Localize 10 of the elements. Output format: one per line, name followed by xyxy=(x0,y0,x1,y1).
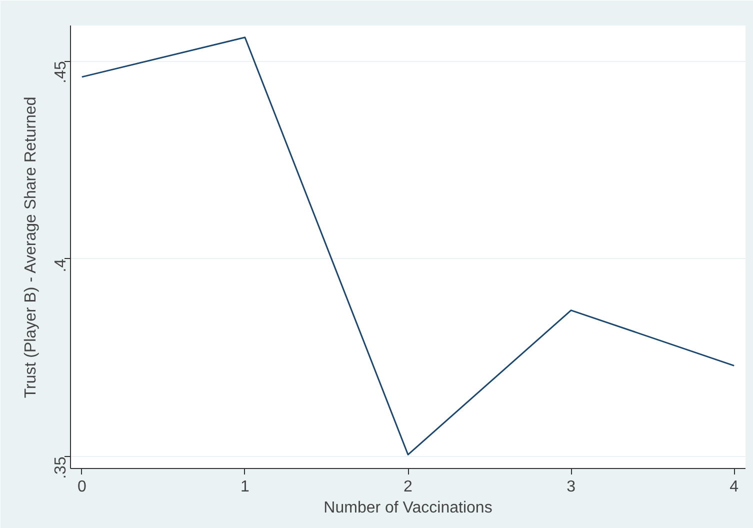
x-tick-label: 3 xyxy=(566,478,576,496)
y-tick-label: .45 xyxy=(52,60,70,84)
x-tick-label: 2 xyxy=(404,478,413,496)
x-axis-title: Number of Vaccinations xyxy=(324,500,492,516)
x-tick-label: 0 xyxy=(77,478,86,496)
y-tick-label: .4 xyxy=(52,258,70,272)
y-tick-label: .35 xyxy=(52,456,70,479)
y-axis-title: Trust (Player B) - Average Share Returned xyxy=(22,96,40,398)
x-tick-label: 4 xyxy=(730,478,739,496)
x-tick-label: 1 xyxy=(240,478,250,496)
